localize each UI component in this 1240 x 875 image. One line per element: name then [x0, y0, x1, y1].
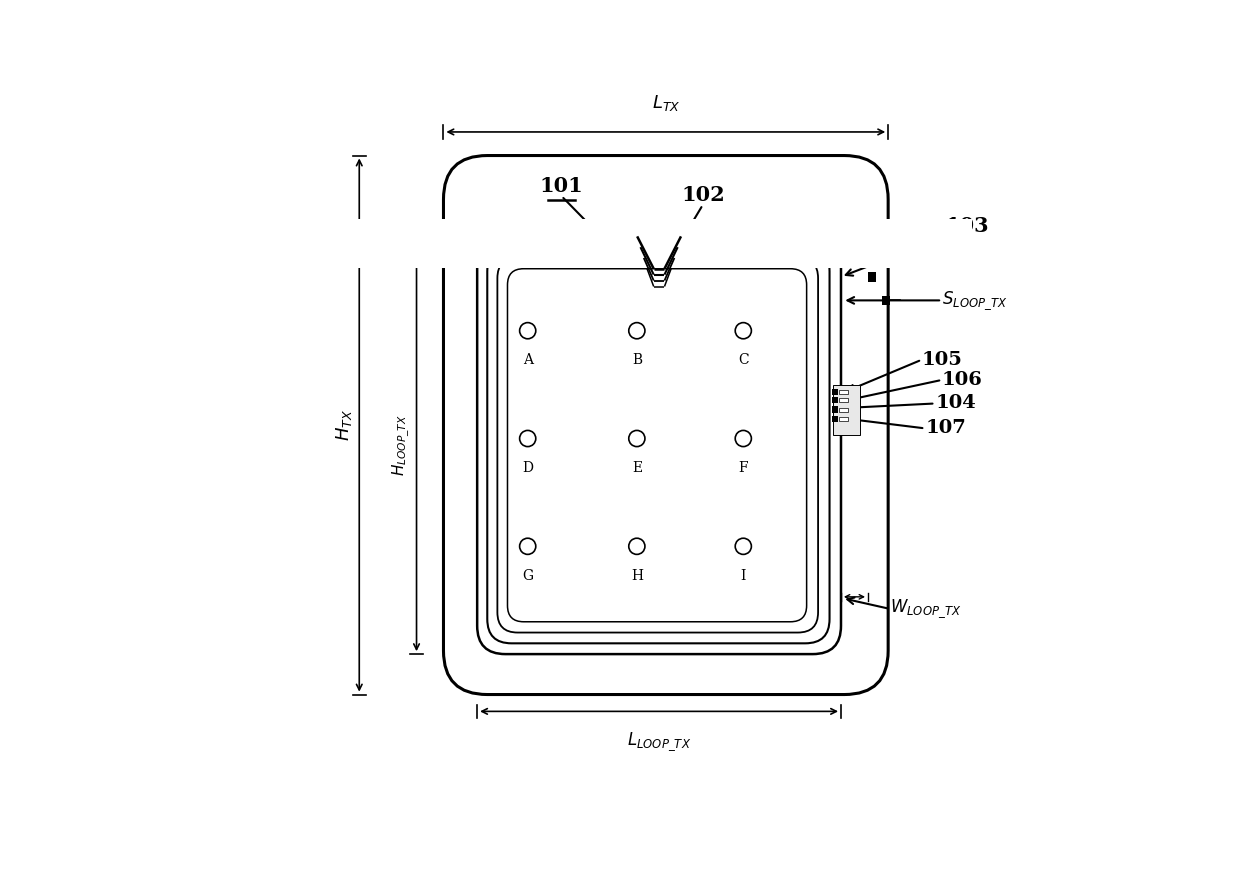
FancyBboxPatch shape	[444, 156, 888, 695]
Text: B: B	[632, 353, 642, 367]
Bar	[832, 406, 838, 413]
Text: 105: 105	[921, 351, 962, 368]
Bar	[839, 408, 848, 411]
Text: 104: 104	[935, 395, 976, 412]
Circle shape	[735, 538, 751, 555]
Text: I: I	[740, 569, 746, 583]
Circle shape	[629, 430, 645, 446]
Circle shape	[629, 538, 645, 555]
Circle shape	[629, 323, 645, 339]
Bar	[833, 385, 859, 435]
Text: $H_{TX}$: $H_{TX}$	[335, 409, 355, 441]
Bar	[868, 272, 875, 282]
Circle shape	[735, 323, 751, 339]
Text: C: C	[738, 353, 749, 367]
Text: $L_{LOOP\_TX}$: $L_{LOOP\_TX}$	[627, 731, 691, 752]
Bar	[0, 229, 1240, 247]
Text: $W_{LOOP\_TX}$: $W_{LOOP\_TX}$	[890, 598, 961, 620]
Circle shape	[520, 430, 536, 446]
Bar	[0, 241, 1240, 257]
Text: 107: 107	[925, 419, 966, 438]
Bar	[832, 416, 838, 423]
Bar	[839, 390, 848, 394]
Bar	[839, 417, 848, 421]
Text: $H_{LOOP\_TX}$: $H_{LOOP\_TX}$	[391, 414, 412, 476]
Text: 103: 103	[945, 216, 990, 236]
Text: $L_{TX}$: $L_{TX}$	[651, 93, 680, 113]
Bar	[832, 396, 838, 403]
Text: G: G	[522, 569, 533, 583]
Text: $S_{LOOP\_TX}$: $S_{LOOP\_TX}$	[942, 289, 1008, 312]
Text: A: A	[523, 353, 533, 367]
Bar	[0, 219, 1240, 235]
Text: 106: 106	[942, 371, 983, 388]
Bar	[832, 388, 838, 396]
Circle shape	[735, 430, 751, 446]
Text: F: F	[739, 461, 748, 475]
Bar	[0, 251, 1240, 268]
Text: E: E	[632, 461, 642, 475]
Bar	[839, 398, 848, 402]
Text: 102: 102	[681, 185, 724, 205]
Bar	[883, 296, 890, 305]
Text: 101: 101	[539, 176, 583, 196]
Circle shape	[520, 323, 536, 339]
Text: D: D	[522, 461, 533, 475]
Circle shape	[520, 538, 536, 555]
Text: H: H	[631, 569, 642, 583]
